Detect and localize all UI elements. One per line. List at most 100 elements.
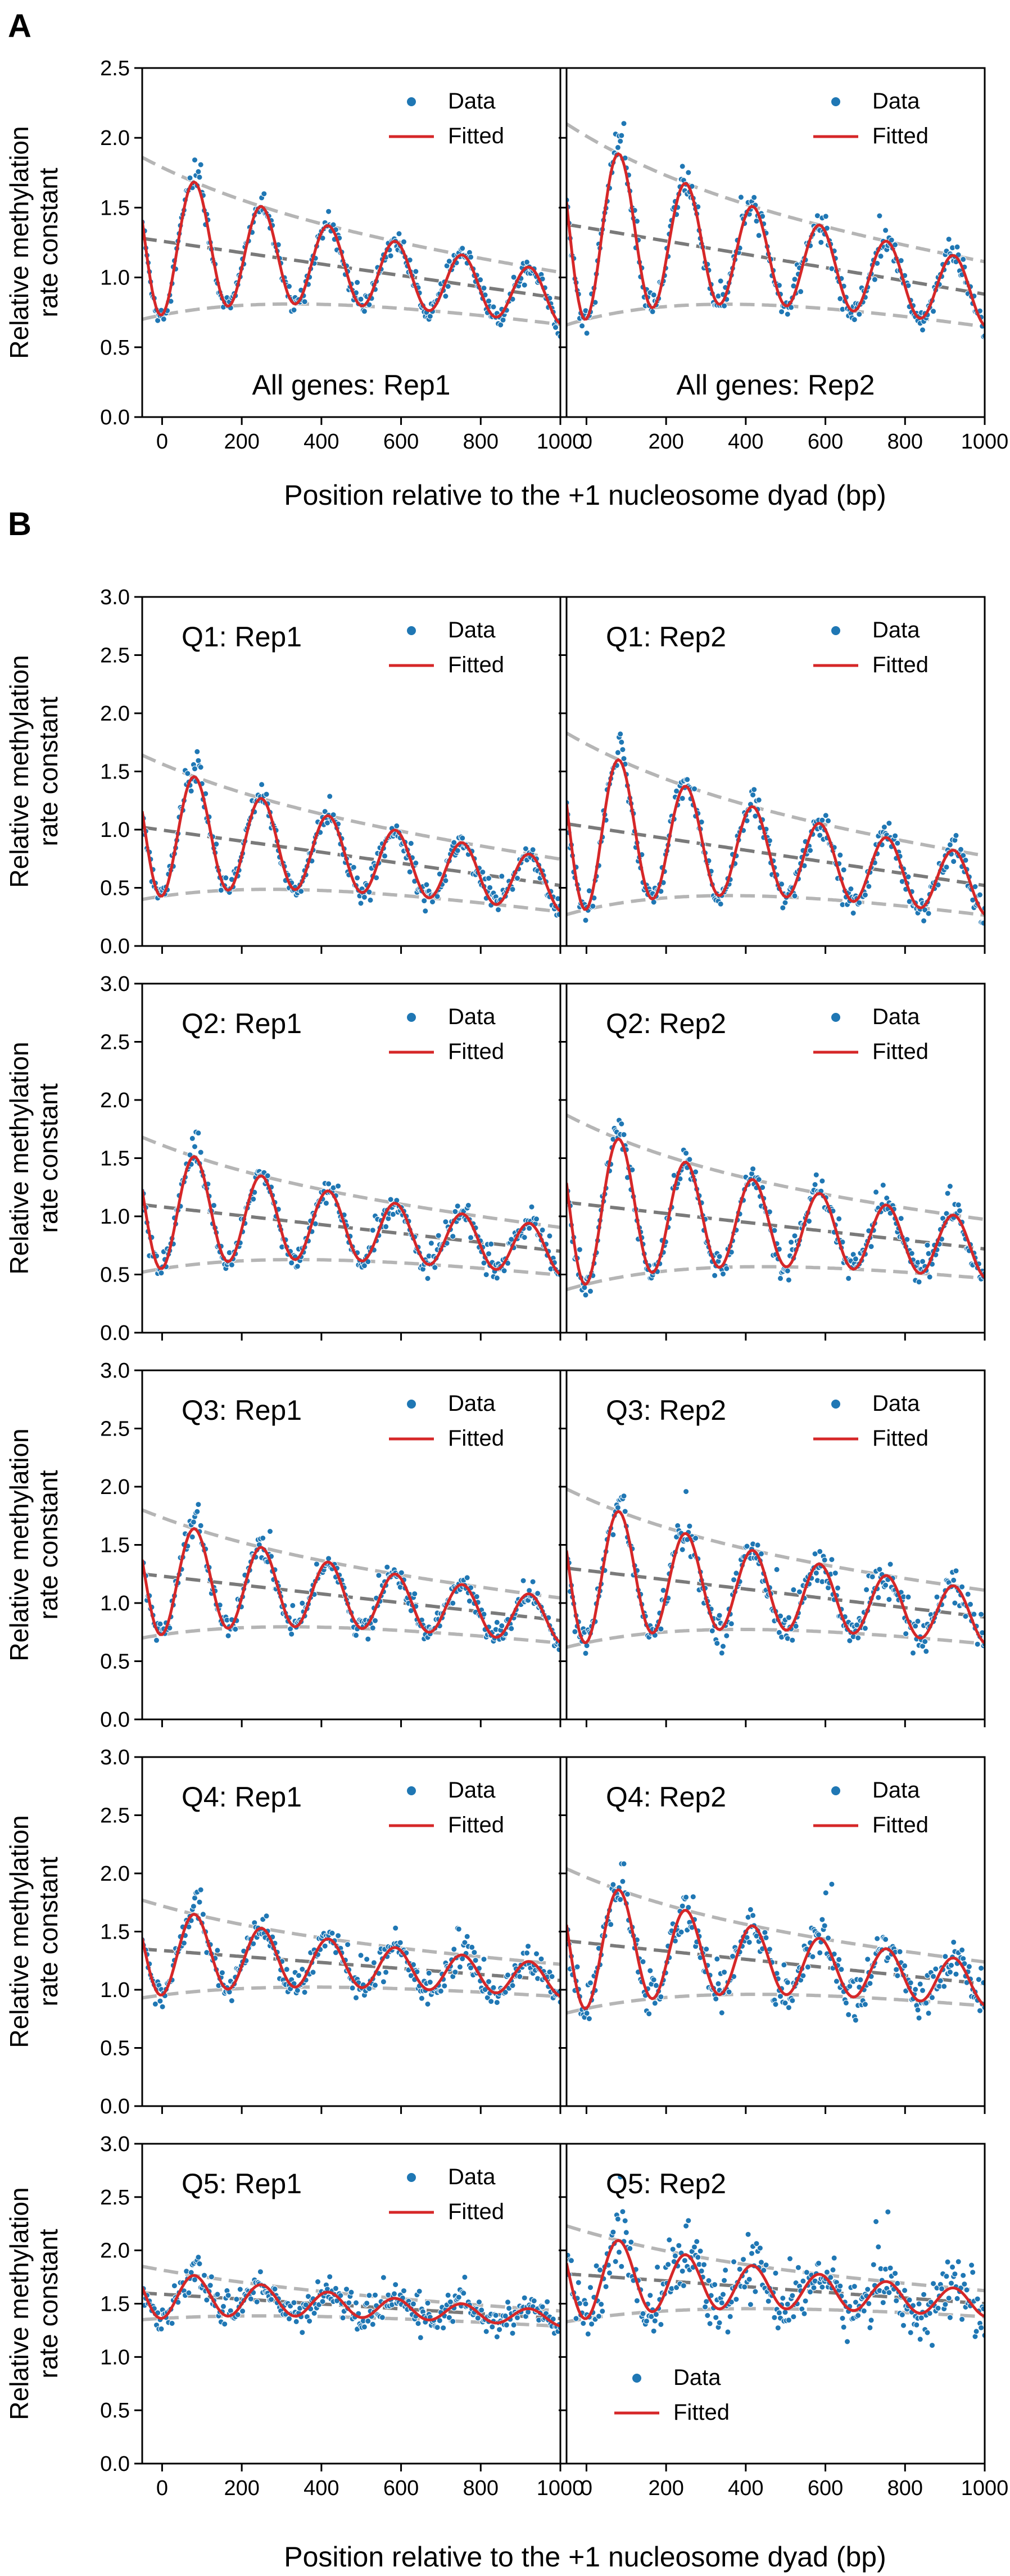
- data-point: [223, 875, 229, 881]
- data-point: [192, 157, 198, 164]
- data-point: [785, 1614, 792, 1621]
- y-axis-label-line2: rate constant: [34, 1470, 63, 1619]
- data-point: [869, 1573, 876, 1580]
- data-point: [762, 1929, 768, 1936]
- data-point: [521, 2294, 528, 2301]
- data-point: [953, 1568, 959, 1574]
- data-point: [159, 2003, 166, 2010]
- data-point: [695, 2254, 701, 2261]
- data-point: [713, 1995, 719, 2002]
- data-point: [752, 2288, 759, 2295]
- data-point: [479, 869, 486, 876]
- data-point: [509, 1982, 516, 1989]
- data-point: [747, 2301, 754, 2308]
- data-point: [197, 1149, 204, 1156]
- y-axis-label-line1: Relative methylation: [4, 2187, 34, 2420]
- data-point: [744, 1543, 750, 1550]
- subplot-title: Q4: Rep2: [606, 1781, 726, 1813]
- data-point: [603, 2283, 609, 2290]
- y-tick-label: 1.0: [100, 1592, 130, 1615]
- data-point: [798, 288, 804, 295]
- legend-label-data: Data: [872, 1778, 920, 1803]
- upper-envelope-line: [567, 122, 985, 264]
- data-point: [493, 1999, 500, 2006]
- data-point: [944, 2258, 951, 2265]
- data-point: [582, 1292, 589, 1298]
- data-point: [315, 2279, 321, 2285]
- data-point: [158, 1270, 165, 1276]
- data-point: [833, 1978, 840, 1985]
- data-point: [943, 864, 950, 871]
- legend-label-data: Data: [872, 1004, 920, 1029]
- data-point: [608, 1921, 614, 1928]
- subplot-title: Q5: Rep2: [606, 2168, 726, 2199]
- y-tick-label: 0.5: [100, 336, 130, 360]
- data-point: [483, 2328, 490, 2335]
- data-point: [617, 2174, 624, 2180]
- y-axis-label-line2: rate constant: [34, 1083, 63, 1233]
- data-point: [921, 2291, 927, 2298]
- data-point: [349, 1985, 356, 1991]
- y-tick-label: 0.5: [100, 2037, 130, 2061]
- data-point: [369, 1227, 376, 1234]
- upper-envelope-line: [142, 156, 560, 274]
- data-point: [263, 791, 270, 798]
- x-tick-label: 800: [463, 2477, 499, 2500]
- data-point: [468, 1234, 474, 1241]
- data-point: [496, 2326, 503, 2333]
- y-tick-label: 2.5: [100, 1418, 130, 1441]
- data-point: [509, 2330, 516, 2337]
- data-point: [777, 1993, 783, 2000]
- data-point: [490, 304, 497, 310]
- data-point: [232, 1626, 239, 1632]
- y-axis-label-line2: rate constant: [34, 696, 63, 846]
- data-point: [920, 1258, 926, 1265]
- data-point: [468, 253, 474, 260]
- data-point: [481, 1956, 487, 1963]
- data-point: [912, 1623, 919, 1629]
- data-point: [397, 1939, 404, 1946]
- data-point: [846, 1637, 853, 1644]
- y-tick-label: 1.5: [100, 196, 130, 220]
- data-point: [772, 2001, 779, 2008]
- legend-label-fitted: Fitted: [872, 124, 929, 148]
- data-point: [724, 2329, 731, 2335]
- data-point: [459, 835, 466, 841]
- data-point: [546, 1233, 553, 1239]
- data-point: [446, 258, 452, 265]
- subplot-title: Q5: Rep1: [182, 2168, 302, 2199]
- x-tick-label: 200: [648, 2477, 683, 2500]
- data-point: [821, 1922, 828, 1929]
- data-point: [946, 1183, 953, 1189]
- data-point: [468, 1964, 474, 1971]
- data-point: [387, 1196, 394, 1203]
- data-point: [720, 2291, 726, 2298]
- plot-area-Q4-rep1: [142, 1886, 560, 2010]
- data-point: [459, 245, 466, 252]
- data-point: [618, 739, 625, 745]
- data-point: [587, 2284, 594, 2291]
- data-point: [773, 1566, 780, 1573]
- y-axis-label: Relative methylationrate constant: [4, 1815, 63, 2048]
- lower-envelope-line: [567, 1993, 985, 2015]
- data-point: [837, 852, 844, 858]
- data-point: [538, 1955, 545, 1962]
- data-point: [237, 2286, 243, 2293]
- data-point: [627, 2245, 633, 2252]
- data-point: [712, 1272, 718, 1279]
- data-point: [353, 1632, 359, 1638]
- y-axis-label-line1: Relative methylation: [4, 126, 34, 359]
- data-point: [692, 1535, 699, 1542]
- data-point: [796, 1588, 803, 1595]
- data-point: [856, 899, 863, 906]
- data-point: [544, 2298, 551, 2305]
- data-point: [929, 2342, 935, 2349]
- data-point: [197, 161, 204, 168]
- data-point: [785, 2004, 792, 2011]
- lower-envelope-line: [142, 888, 560, 914]
- data-point: [428, 1240, 434, 1247]
- data-point: [800, 2278, 807, 2284]
- data-point: [214, 2291, 221, 2298]
- data-point: [260, 1535, 266, 1541]
- y-tick-label: 2.0: [100, 126, 130, 150]
